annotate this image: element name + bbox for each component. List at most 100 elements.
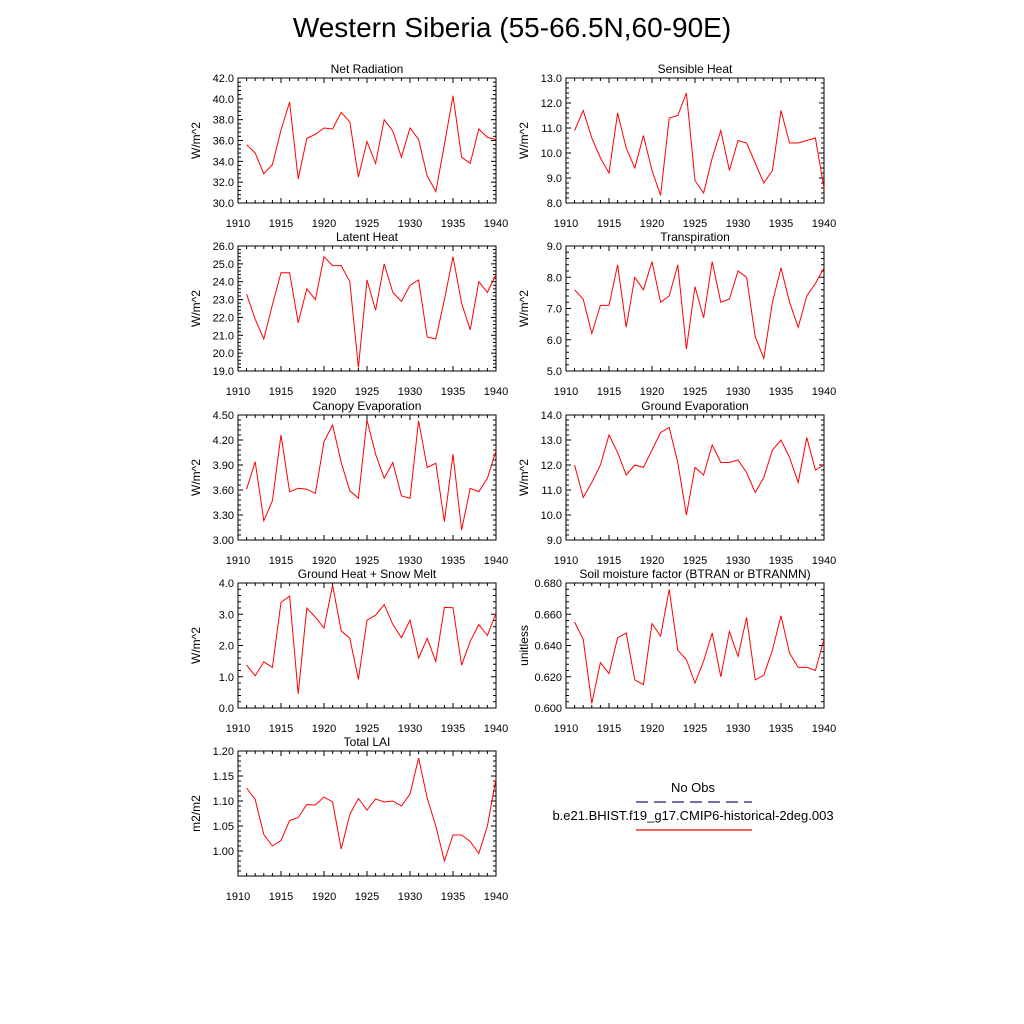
- y-tick-label: 3.0: [219, 609, 234, 621]
- y-tick-label: 13.0: [541, 73, 562, 85]
- x-tick-label: 1920: [312, 218, 336, 230]
- x-tick-label: 1910: [554, 218, 578, 230]
- x-tick-label: 1940: [484, 555, 508, 567]
- x-tick-label: 1925: [683, 723, 707, 735]
- series-line: [246, 255, 497, 368]
- y-tick-label: 4.50: [213, 410, 234, 422]
- chart-panels: Net Radiation 1910 1915 1920 1925 1930 1935 194…: [189, 62, 836, 903]
- y-tick-label: 24.0: [213, 277, 234, 289]
- y-tick-label: 10.0: [541, 148, 562, 160]
- y-tick-label: 1.0: [219, 672, 234, 684]
- plot-frame: [237, 414, 497, 541]
- x-tick-label: 1930: [726, 723, 750, 735]
- x-tick-label: 1930: [726, 218, 750, 230]
- y-tick-label: 1.15: [213, 771, 234, 783]
- y-tick-label: 1.10: [213, 796, 234, 808]
- y-tick-label: 25.0: [213, 259, 234, 271]
- y-axis-label: W/m^2: [189, 290, 203, 327]
- y-tick-label: 11.0: [541, 123, 562, 135]
- x-tick-label: 1920: [640, 723, 664, 735]
- panel-title: Ground Heat + Snow Melt: [298, 567, 437, 581]
- panel-title: Sensible Heat: [658, 62, 733, 76]
- y-tick-label: 0.680: [534, 578, 562, 590]
- x-tick-label: 1935: [769, 555, 793, 567]
- y-tick-label: 26.0: [213, 241, 234, 253]
- x-tick-label: 1935: [441, 891, 465, 903]
- series-line: [246, 95, 497, 193]
- panel-title: Ground Evaporation: [641, 399, 748, 413]
- x-tick-label: 1910: [226, 218, 250, 230]
- x-tick-label: 1915: [269, 723, 293, 735]
- plot-frame: [237, 750, 497, 877]
- x-tick-label: 1915: [269, 891, 293, 903]
- y-tick-label: 19.0: [213, 366, 234, 378]
- series-line: [574, 261, 825, 361]
- y-tick-label: 36.0: [213, 136, 234, 148]
- y-tick-label: 20.0: [213, 348, 234, 360]
- y-tick-label: 9.0: [547, 241, 562, 253]
- y-tick-label: 0.620: [534, 672, 562, 684]
- x-tick-label: 1915: [269, 386, 293, 398]
- x-tick-label: 1920: [640, 555, 664, 567]
- y-tick-label: 0.660: [534, 609, 562, 621]
- plot-frame: [237, 582, 497, 709]
- y-tick-label: 3.60: [213, 485, 234, 497]
- y-tick-label: 10.0: [541, 510, 562, 522]
- x-tick-label: 1915: [269, 218, 293, 230]
- x-tick-label: 1925: [683, 218, 707, 230]
- panel-title: Latent Heat: [336, 230, 399, 244]
- chart-panel: Soil moisture factor (BTRAN or BTRANMN) 1…: [517, 567, 836, 735]
- y-tick-label: 0.0: [219, 703, 234, 715]
- x-tick-label: 1935: [441, 723, 465, 735]
- panel-title: Transpiration: [660, 230, 730, 244]
- x-tick-label: 1915: [597, 218, 621, 230]
- x-tick-label: 1915: [597, 723, 621, 735]
- y-tick-label: 1.00: [213, 846, 234, 858]
- chart-panel: Total LAI 1910 1915 1920 1925 1930 1935 1940 1.0…: [189, 735, 508, 903]
- y-tick-label: 12.0: [541, 460, 562, 472]
- x-tick-label: 1925: [683, 386, 707, 398]
- legend-obs-label: No Obs: [671, 780, 716, 795]
- plot-frame: [237, 245, 497, 372]
- x-tick-label: 1940: [812, 723, 836, 735]
- y-tick-label: 6.0: [547, 335, 562, 347]
- y-tick-label: 5.0: [547, 366, 562, 378]
- x-tick-label: 1925: [355, 386, 379, 398]
- y-tick-label: 23.0: [213, 295, 234, 307]
- plot-frame: [565, 414, 825, 541]
- y-tick-label: 0.600: [534, 703, 562, 715]
- plot-frame: [565, 245, 825, 372]
- x-tick-label: 1930: [398, 555, 422, 567]
- y-tick-label: 9.0: [547, 535, 562, 547]
- x-tick-label: 1940: [484, 386, 508, 398]
- x-tick-label: 1910: [554, 723, 578, 735]
- x-tick-label: 1930: [398, 891, 422, 903]
- y-tick-label: 8.0: [547, 272, 562, 284]
- x-tick-label: 1910: [226, 723, 250, 735]
- series-line: [574, 92, 825, 196]
- y-tick-label: 34.0: [213, 156, 234, 168]
- y-axis-label: W/m^2: [189, 459, 203, 496]
- series-line: [246, 419, 497, 531]
- x-tick-label: 1935: [441, 555, 465, 567]
- x-tick-label: 1925: [355, 218, 379, 230]
- y-tick-label: 30.0: [213, 198, 234, 210]
- y-tick-label: 13.0: [541, 435, 562, 447]
- y-axis-label: W/m^2: [189, 122, 203, 159]
- chart-panel: Ground Heat + Snow Melt 1910 1915 1920 1925 1…: [189, 567, 508, 735]
- x-tick-label: 1935: [441, 218, 465, 230]
- series-line: [574, 589, 825, 704]
- x-tick-label: 1935: [769, 386, 793, 398]
- x-tick-label: 1915: [597, 386, 621, 398]
- chart-panel: Canopy Evaporation 1910 1915 1920 1925 1930 19…: [189, 399, 508, 567]
- y-tick-label: 7.0: [547, 304, 562, 316]
- y-axis-label: W/m^2: [189, 627, 203, 664]
- x-tick-label: 1940: [484, 218, 508, 230]
- y-tick-label: 8.0: [547, 198, 562, 210]
- y-tick-label: 2.0: [219, 641, 234, 653]
- x-tick-label: 1925: [355, 555, 379, 567]
- x-tick-label: 1920: [640, 218, 664, 230]
- y-tick-label: 1.20: [213, 746, 234, 758]
- panel-title: Total LAI: [344, 735, 391, 749]
- x-tick-label: 1925: [355, 723, 379, 735]
